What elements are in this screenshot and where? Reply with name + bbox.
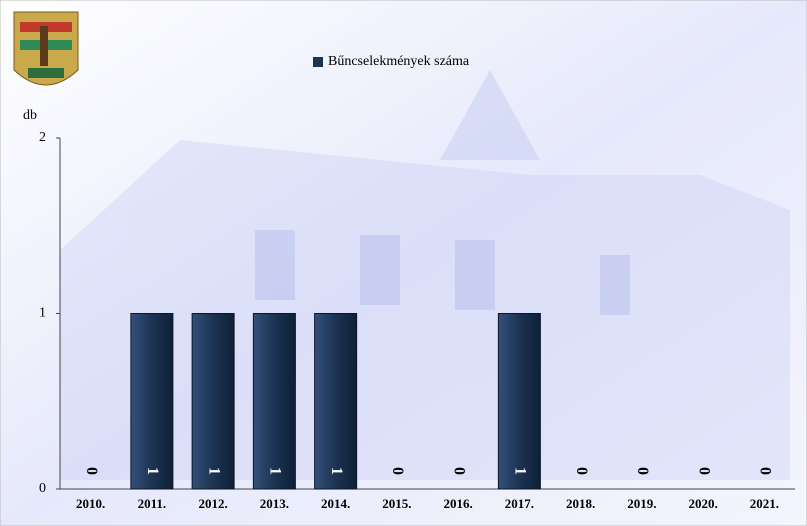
value-label: 0	[757, 467, 774, 475]
value-label: 1	[328, 467, 345, 475]
value-label: 1	[512, 467, 529, 475]
value-label: 1	[144, 467, 161, 475]
value-label: 0	[389, 467, 406, 475]
y-tick-label: 0	[39, 481, 46, 496]
bar	[315, 314, 357, 490]
x-tick-label: 2016.	[444, 496, 473, 511]
x-tick-label: 2012.	[199, 496, 228, 511]
value-label: 1	[205, 467, 222, 475]
bar	[192, 314, 234, 490]
value-label: 0	[450, 467, 467, 475]
y-tick-label: 1	[39, 306, 46, 321]
value-label: 1	[267, 467, 284, 475]
legend-swatch	[313, 57, 323, 67]
x-tick-label: 2021.	[750, 496, 779, 511]
x-tick-label: 2019.	[627, 496, 656, 511]
x-tick-label: 2014.	[321, 496, 350, 511]
bar	[253, 314, 295, 490]
value-label: 0	[634, 467, 651, 475]
value-label: 0	[573, 467, 590, 475]
x-tick-label: 2015.	[382, 496, 411, 511]
bar	[131, 314, 173, 490]
legend-label: Bűncselekmények száma	[328, 54, 470, 69]
bar	[498, 314, 540, 490]
y-tick-label: 2	[39, 130, 46, 145]
x-tick-label: 2010.	[76, 496, 105, 511]
value-label: 0	[83, 467, 100, 475]
value-label: 0	[695, 467, 712, 475]
y-axis-label: db	[23, 108, 37, 123]
x-tick-label: 2018.	[566, 496, 595, 511]
x-tick-label: 2013.	[260, 496, 289, 511]
x-tick-label: 2017.	[505, 496, 534, 511]
x-tick-label: 2020.	[689, 496, 718, 511]
police-badge	[14, 12, 78, 85]
x-tick-label: 2011.	[138, 496, 167, 511]
chart: Bűncselekmények száma db 0 1 2 2010. 0 2011. 1…	[0, 0, 807, 526]
